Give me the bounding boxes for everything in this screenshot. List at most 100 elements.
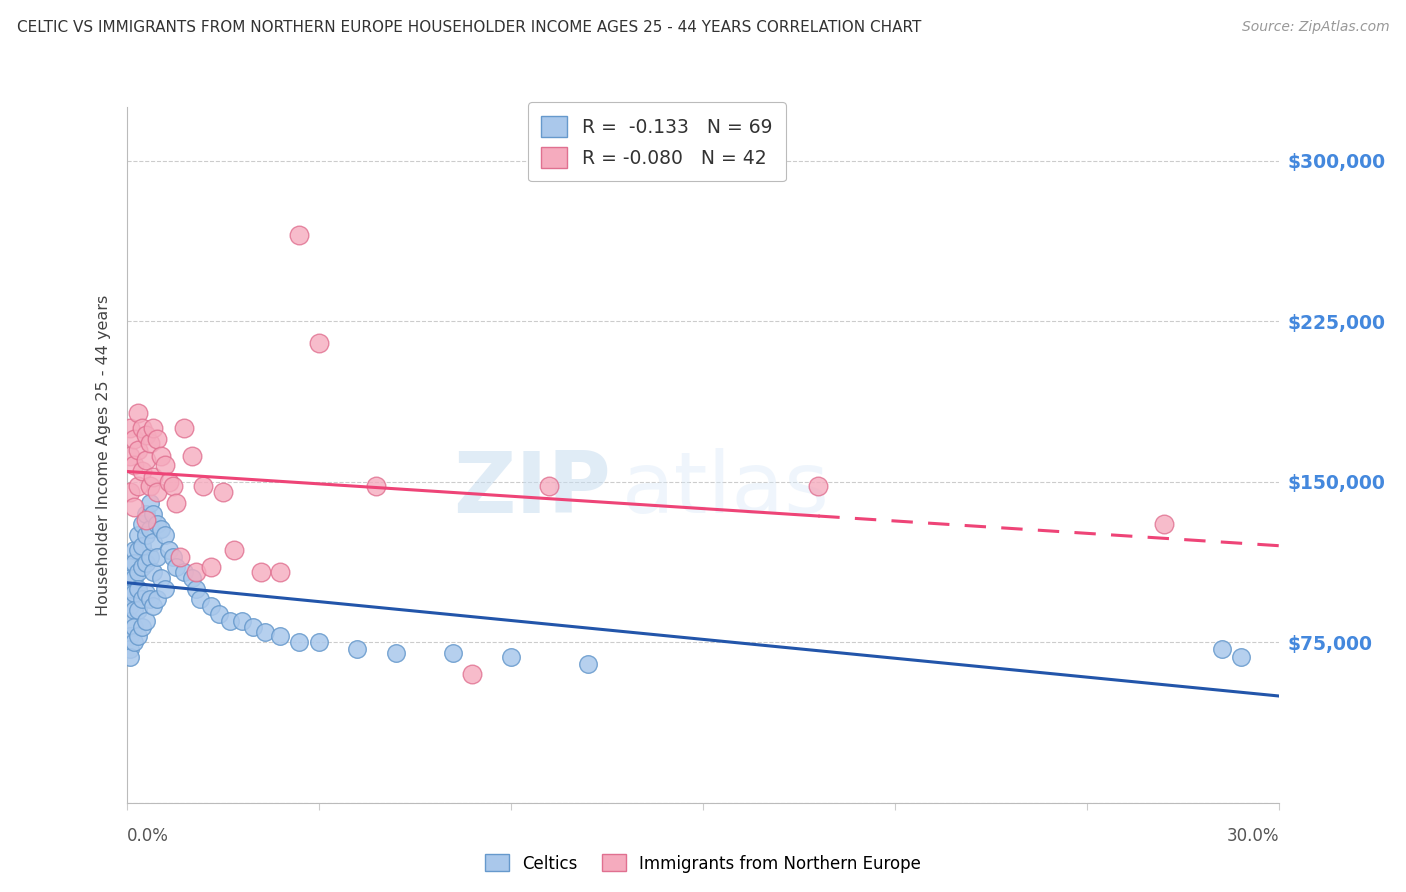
Point bbox=[127, 603, 149, 617]
Point bbox=[120, 641, 142, 656]
Point bbox=[242, 620, 264, 634]
Legend: Celtics, Immigrants from Northern Europe: Celtics, Immigrants from Northern Europe bbox=[478, 847, 928, 880]
Point bbox=[122, 500, 145, 515]
Point bbox=[120, 599, 142, 613]
Text: 0.0%: 0.0% bbox=[127, 827, 169, 845]
Point bbox=[120, 614, 142, 628]
Point bbox=[288, 228, 311, 243]
Text: Source: ZipAtlas.com: Source: ZipAtlas.com bbox=[1241, 20, 1389, 34]
Point bbox=[122, 586, 145, 600]
Point bbox=[142, 565, 165, 579]
Point bbox=[122, 635, 145, 649]
Point bbox=[120, 449, 142, 463]
Point bbox=[499, 650, 522, 665]
Point bbox=[138, 496, 160, 510]
Point bbox=[153, 458, 176, 472]
Point bbox=[146, 432, 169, 446]
Point bbox=[269, 565, 291, 579]
Point bbox=[173, 565, 195, 579]
Point bbox=[169, 549, 191, 564]
Point bbox=[150, 571, 173, 585]
Point bbox=[122, 620, 145, 634]
Point bbox=[127, 543, 149, 558]
Legend: R =  -0.133   N = 69, R = -0.080   N = 42: R = -0.133 N = 69, R = -0.080 N = 42 bbox=[527, 103, 786, 181]
Point bbox=[120, 560, 142, 574]
Point bbox=[122, 571, 145, 585]
Point bbox=[308, 335, 330, 350]
Point bbox=[250, 565, 273, 579]
Point bbox=[146, 549, 169, 564]
Point bbox=[308, 635, 330, 649]
Point bbox=[127, 565, 149, 579]
Point bbox=[188, 592, 211, 607]
Point bbox=[180, 571, 202, 585]
Text: CELTIC VS IMMIGRANTS FROM NORTHERN EUROPE HOUSEHOLDER INCOME AGES 25 - 44 YEARS : CELTIC VS IMMIGRANTS FROM NORTHERN EUROP… bbox=[17, 20, 921, 35]
Point bbox=[576, 657, 599, 671]
Point bbox=[1230, 650, 1253, 665]
Point bbox=[135, 614, 157, 628]
Point bbox=[538, 479, 561, 493]
Point bbox=[131, 592, 153, 607]
Point bbox=[131, 421, 153, 435]
Point bbox=[180, 449, 202, 463]
Point bbox=[135, 453, 157, 467]
Point bbox=[1153, 517, 1175, 532]
Point bbox=[122, 556, 145, 570]
Point bbox=[157, 543, 180, 558]
Text: ZIP: ZIP bbox=[453, 448, 610, 532]
Point bbox=[224, 543, 246, 558]
Point bbox=[127, 528, 149, 542]
Point bbox=[142, 507, 165, 521]
Point bbox=[366, 479, 388, 493]
Point bbox=[135, 427, 157, 442]
Point bbox=[269, 629, 291, 643]
Point bbox=[135, 507, 157, 521]
Text: atlas: atlas bbox=[623, 448, 831, 532]
Text: 30.0%: 30.0% bbox=[1227, 827, 1279, 845]
Point bbox=[142, 599, 165, 613]
Point bbox=[219, 614, 242, 628]
Point bbox=[441, 646, 464, 660]
Point bbox=[146, 517, 169, 532]
Point bbox=[193, 479, 215, 493]
Point bbox=[120, 571, 142, 585]
Point bbox=[120, 650, 142, 665]
Point bbox=[138, 592, 160, 607]
Point bbox=[146, 485, 169, 500]
Point bbox=[142, 421, 165, 435]
Point bbox=[166, 560, 188, 574]
Point bbox=[231, 614, 253, 628]
Point bbox=[122, 603, 145, 617]
Point bbox=[120, 485, 142, 500]
Point bbox=[153, 528, 176, 542]
Point bbox=[120, 629, 142, 643]
Point bbox=[142, 470, 165, 484]
Point bbox=[807, 479, 830, 493]
Point bbox=[122, 458, 145, 472]
Point bbox=[138, 479, 160, 493]
Point bbox=[384, 646, 406, 660]
Point bbox=[127, 629, 149, 643]
Point bbox=[173, 421, 195, 435]
Point bbox=[120, 421, 142, 435]
Point bbox=[138, 549, 160, 564]
Point bbox=[138, 522, 160, 536]
Point bbox=[146, 592, 169, 607]
Point bbox=[138, 436, 160, 450]
Point bbox=[200, 560, 222, 574]
Point bbox=[142, 534, 165, 549]
Point bbox=[131, 560, 153, 574]
Point bbox=[184, 582, 207, 596]
Point bbox=[162, 549, 184, 564]
Point bbox=[346, 641, 368, 656]
Point bbox=[135, 528, 157, 542]
Point bbox=[131, 517, 153, 532]
Point bbox=[150, 449, 173, 463]
Point bbox=[127, 406, 149, 420]
Point bbox=[127, 582, 149, 596]
Point bbox=[122, 543, 145, 558]
Y-axis label: Householder Income Ages 25 - 44 years: Householder Income Ages 25 - 44 years bbox=[96, 294, 111, 615]
Point bbox=[184, 565, 207, 579]
Point bbox=[131, 464, 153, 478]
Point bbox=[288, 635, 311, 649]
